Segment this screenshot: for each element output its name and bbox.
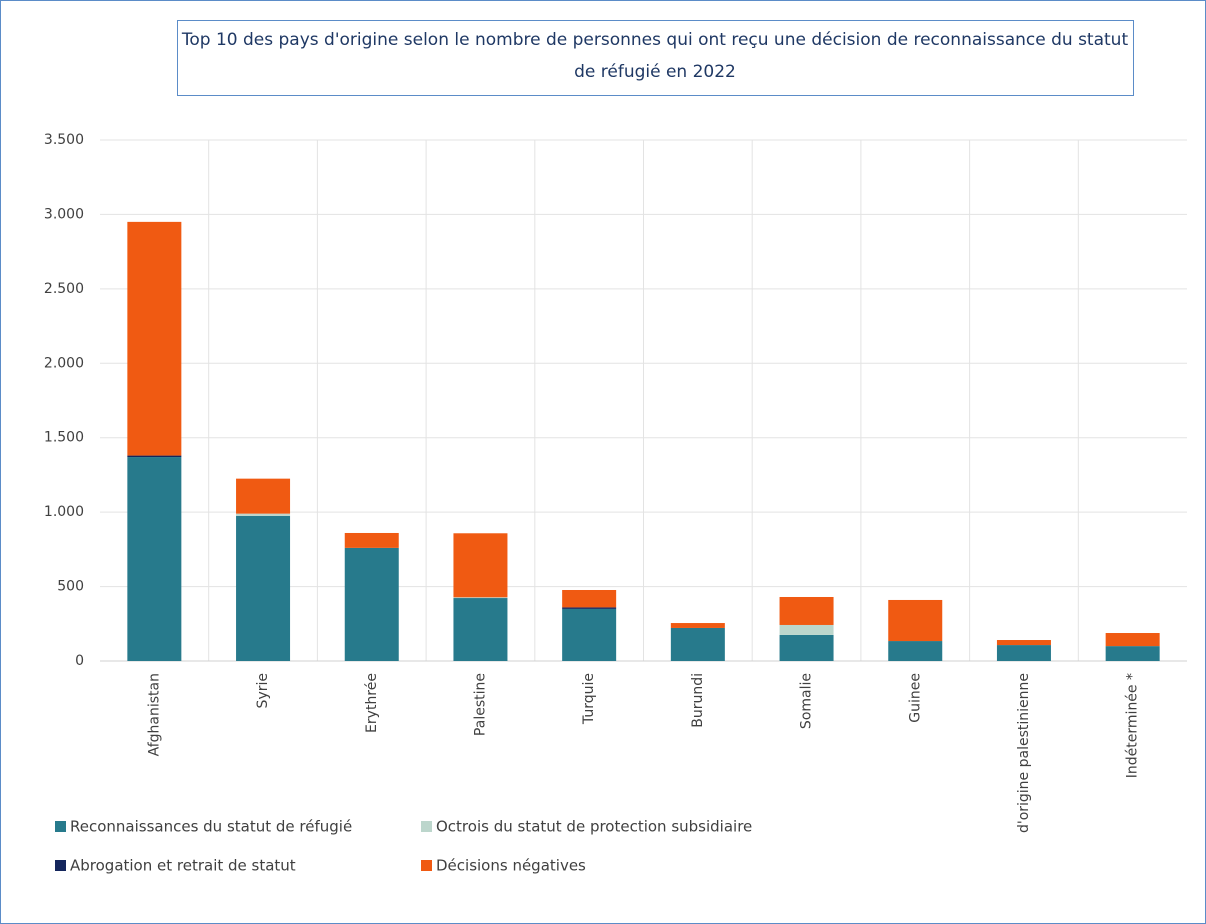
x-tick-label: Afghanistan: [146, 673, 162, 756]
bar-segment: [562, 607, 617, 609]
bar-segment: [453, 533, 508, 598]
legend-swatch: [55, 860, 66, 871]
bar-segment: [996, 645, 1051, 661]
bar-segment: [1105, 646, 1160, 661]
bar-segment: [562, 608, 617, 661]
y-tick-label: 1.000: [44, 504, 84, 520]
bar-segment: [453, 598, 508, 661]
x-tick-label: d'origine palestinienne: [1016, 673, 1032, 833]
y-tick-label: 500: [57, 579, 84, 595]
bar-segment: [236, 478, 291, 514]
legend-label: Abrogation et retrait de statut: [70, 857, 296, 875]
bar-segment: [670, 627, 725, 661]
bar-segment: [779, 624, 834, 635]
bar-segment: [127, 221, 182, 456]
x-tick-label: Somalie: [799, 673, 815, 729]
x-tick-label: Syrie: [255, 673, 271, 708]
legend-label: Octrois du statut de protection subsidia…: [436, 818, 752, 836]
bar-segment: [562, 589, 617, 608]
legend-label: Décisions négatives: [436, 857, 586, 875]
bar-segment: [127, 457, 182, 661]
bar-segment: [236, 513, 291, 516]
legend-swatch: [421, 860, 432, 871]
bar-segment: [453, 597, 508, 599]
bar-segment: [344, 547, 399, 661]
y-tick-label: 1.500: [44, 430, 84, 446]
bar-segment: [779, 634, 834, 661]
chart-title: Top 10 des pays d'origine selon le nombr…: [181, 30, 1129, 82]
y-tick-label: 3.000: [44, 206, 84, 222]
bar-segment: [1105, 633, 1160, 647]
y-tick-label: 0: [75, 653, 84, 669]
bar-segment: [996, 640, 1051, 646]
title-box: [177, 20, 1134, 96]
x-tick-label: Erythrée: [364, 673, 380, 733]
legend-label: Reconnaissances du statut de réfugié: [70, 818, 352, 836]
y-tick-label: 3.500: [44, 132, 84, 148]
x-tick-label: Guinee: [907, 673, 923, 723]
legend-swatch: [55, 821, 66, 832]
x-tick-label: Burundi: [690, 673, 706, 728]
bar-segment: [670, 623, 725, 628]
bar-segment: [127, 455, 182, 458]
bar-segment: [236, 515, 291, 661]
x-tick-label: Turquie: [581, 673, 597, 725]
bar-segment: [888, 641, 943, 661]
bar-segment: [888, 599, 943, 642]
y-tick-label: 2.500: [44, 281, 84, 297]
y-tick-label: 2.000: [44, 355, 84, 371]
x-tick-label: Indéterminée *: [1125, 673, 1141, 778]
x-tick-label: Palestine: [472, 673, 488, 736]
bar-segment: [779, 596, 834, 625]
title-wrap: Top 10 des pays d'origine selon le nombr…: [181, 30, 1129, 82]
legend-swatch: [421, 821, 432, 832]
bar-segment: [344, 532, 399, 548]
